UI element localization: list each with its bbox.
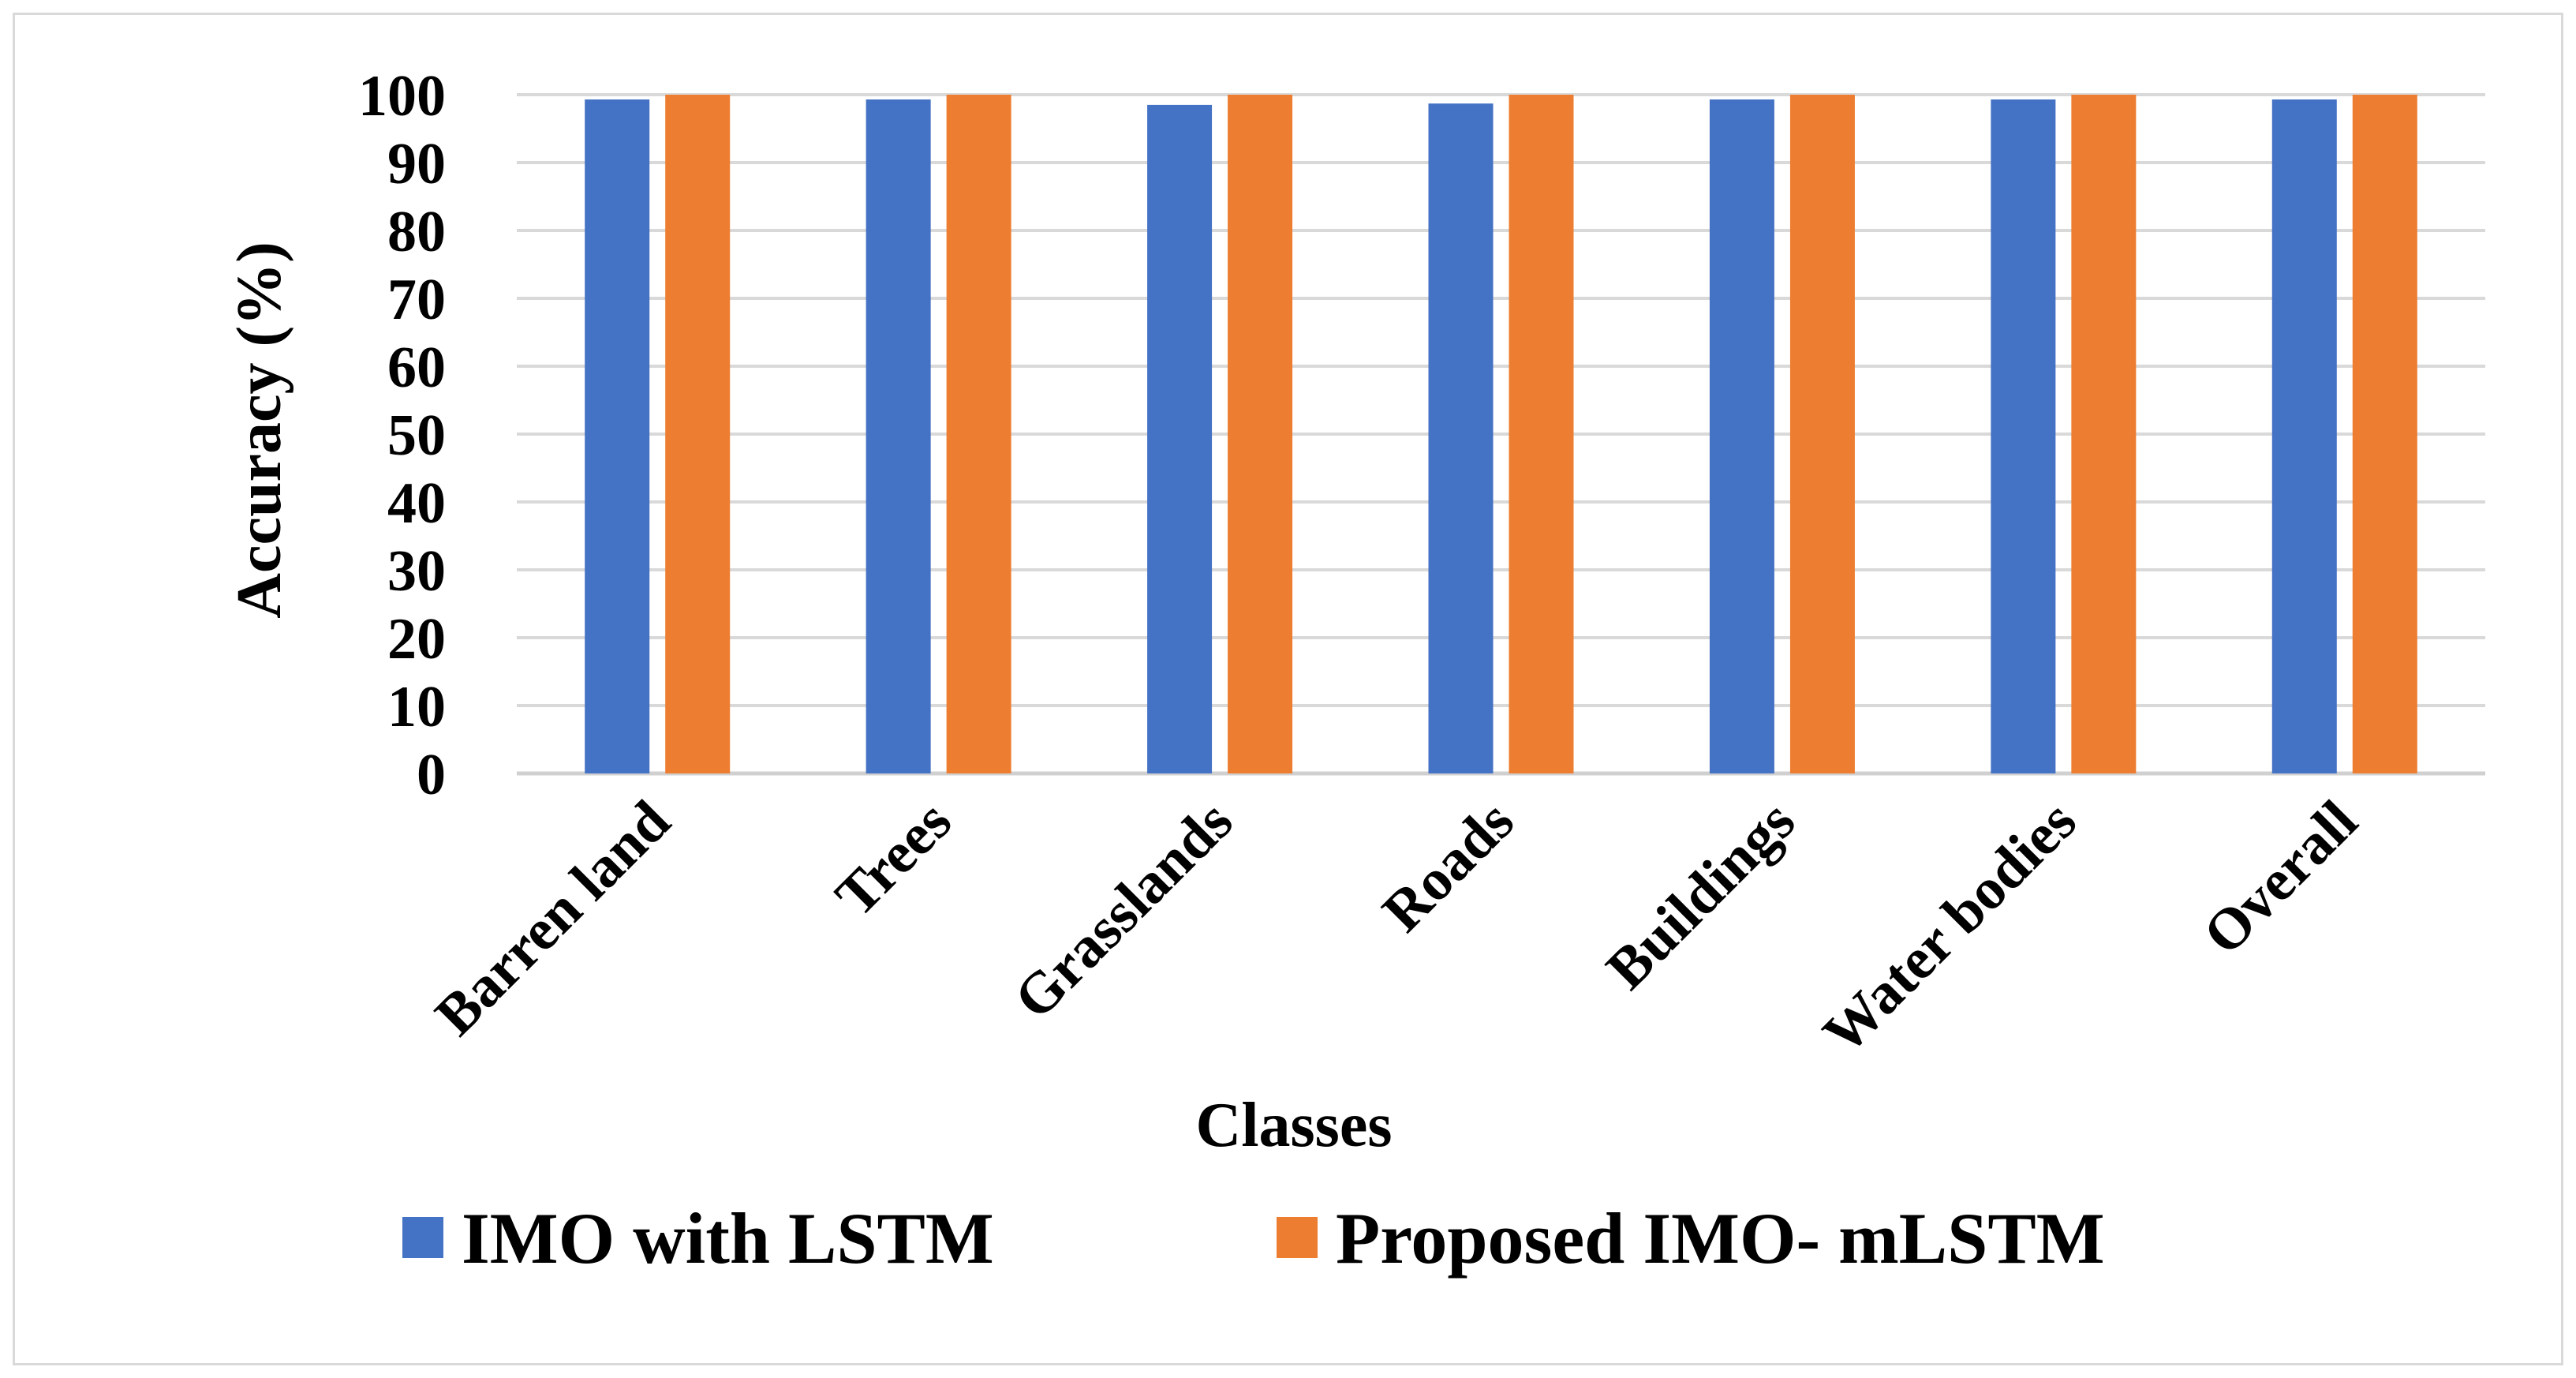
y-tick-label: 0 [417, 743, 446, 807]
legend-label: IMO with LSTM [462, 1198, 994, 1279]
y-axis-title: Accuracy (%) [225, 242, 294, 619]
y-tick-label: 20 [387, 607, 446, 672]
x-category-label: Water bodies [1811, 788, 2088, 1066]
legend: IMO with LSTM Proposed IMO- mLSTM [402, 1198, 2105, 1279]
y-tick-label: 40 [387, 471, 446, 536]
x-category-label: Overall [2191, 788, 2370, 968]
bar-imo-mlstm [2071, 95, 2137, 773]
bar-imo-mlstm [1789, 95, 1855, 773]
x-category-label: Roads [1370, 788, 1527, 945]
bar-imo-lstm [1991, 99, 2056, 773]
y-tick-label: 60 [387, 335, 446, 400]
x-category-label: Barren land [423, 788, 682, 1048]
bars [585, 95, 2417, 773]
x-category-label: Grasslands [1002, 788, 1245, 1032]
bar-imo-mlstm [665, 95, 731, 773]
x-axis-title: Classes [1196, 1091, 1393, 1160]
x-category-labels: Barren land Trees Grasslands Roads Buildings… [423, 788, 2369, 1066]
bar-imo-lstm [1428, 103, 1494, 773]
y-tick-label: 30 [387, 539, 446, 604]
bar-imo-mlstm [946, 95, 1011, 773]
bar-imo-mlstm [2352, 95, 2417, 773]
legend-swatch [1277, 1217, 1318, 1258]
y-tick-label: 70 [387, 268, 446, 332]
y-tick-label: 50 [387, 403, 446, 468]
legend-swatch [402, 1217, 443, 1258]
bar-imo-lstm [866, 99, 931, 773]
legend-label: Proposed IMO- mLSTM [1336, 1198, 2105, 1279]
y-tick-label: 80 [387, 200, 446, 264]
y-tick-label: 90 [387, 132, 446, 197]
bar-imo-mlstm [1228, 95, 1293, 773]
y-tick-label: 100 [358, 64, 446, 129]
gridlines [517, 93, 2485, 776]
x-category-label: Buildings [1595, 788, 1808, 1002]
bar-imo-lstm [585, 99, 650, 773]
bar-imo-lstm [2271, 99, 2337, 773]
bar-imo-mlstm [1509, 95, 1574, 773]
x-category-label: Trees [824, 788, 964, 929]
bar-imo-lstm [1709, 99, 1774, 773]
bar-imo-lstm [1147, 104, 1213, 773]
y-tick-label: 10 [387, 675, 446, 740]
